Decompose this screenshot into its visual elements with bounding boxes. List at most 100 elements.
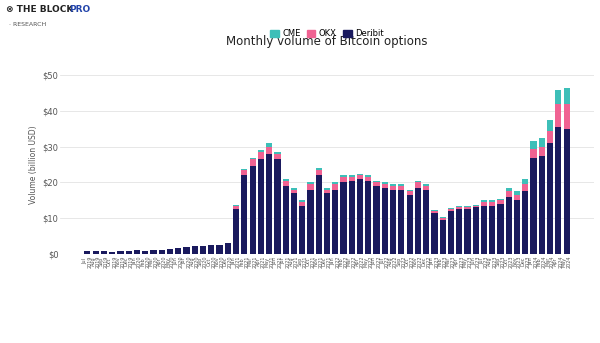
Bar [464,208,470,209]
Bar [151,250,157,254]
Bar [390,186,396,190]
Bar [398,184,404,186]
Bar [134,250,140,254]
Bar [423,190,429,254]
Bar [373,182,380,186]
Bar [118,251,124,254]
Bar [233,205,239,206]
Bar [440,218,446,220]
Bar [158,250,165,254]
Bar [142,251,148,254]
Bar [233,209,239,254]
Bar [530,157,536,254]
Bar [191,246,198,254]
Bar [481,206,487,254]
Bar [415,181,421,182]
Bar [340,175,347,177]
Bar [415,182,421,188]
Bar [415,188,421,254]
Bar [431,211,437,213]
Bar [407,190,413,191]
Bar [514,191,520,195]
Bar [250,157,256,159]
Bar [349,177,355,181]
Bar [332,190,338,254]
Bar [291,188,297,190]
Text: · RESEARCH: · RESEARCH [9,22,46,27]
Bar [250,159,256,166]
Bar [423,184,429,186]
Bar [514,200,520,254]
Bar [431,213,437,254]
Bar [349,175,355,177]
Bar [456,208,463,209]
Bar [274,154,281,159]
Bar [373,181,380,182]
Bar [324,193,330,254]
Bar [522,179,529,184]
Bar [489,202,496,206]
Bar [291,193,297,254]
Bar [274,152,281,154]
Bar [440,217,446,218]
Legend: CME, OKX, Deribit: CME, OKX, Deribit [267,26,387,42]
Bar [563,104,570,129]
Bar [340,177,347,182]
Bar [266,147,272,154]
Bar [283,186,289,254]
Bar [398,190,404,254]
Bar [522,191,529,254]
Bar [407,195,413,254]
Bar [101,251,107,254]
Bar [489,206,496,254]
Bar [307,182,314,184]
Bar [407,191,413,195]
Bar [307,184,314,190]
Bar [258,152,264,159]
Bar [291,190,297,193]
Bar [299,202,305,206]
Bar [299,200,305,202]
Bar [547,131,553,143]
Bar [125,251,132,254]
Bar [506,188,512,191]
Bar [357,174,363,175]
Bar [481,200,487,202]
Bar [349,181,355,254]
Text: ⊗ THE BLOCK: ⊗ THE BLOCK [6,5,73,14]
Bar [563,88,570,104]
Bar [539,147,545,156]
Bar [547,143,553,254]
Bar [456,209,463,254]
Bar [497,204,503,254]
Bar [539,156,545,254]
Bar [473,208,479,254]
Bar [390,184,396,186]
Bar [464,206,470,208]
Bar [506,197,512,254]
Bar [324,188,330,190]
Bar [283,179,289,181]
Bar [217,245,223,254]
Bar [241,175,247,254]
Bar [258,150,264,152]
Bar [365,181,371,254]
Bar [481,202,487,206]
Bar [266,154,272,254]
Bar [250,166,256,254]
Bar [109,252,115,254]
Bar [464,209,470,254]
Y-axis label: Volume (billion USD): Volume (billion USD) [29,125,38,204]
Bar [316,175,322,254]
Bar [316,168,322,170]
Bar [175,248,181,254]
Bar [530,149,536,157]
Bar [225,244,231,254]
Bar [423,186,429,190]
Bar [497,200,503,204]
Bar [506,191,512,197]
Bar [332,184,338,190]
Bar [390,190,396,254]
Bar [547,120,553,131]
Bar [184,247,190,254]
